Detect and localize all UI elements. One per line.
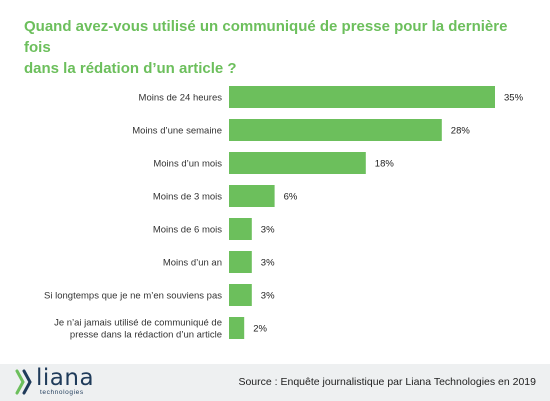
value-label: 2% bbox=[253, 324, 267, 335]
value-label: 35% bbox=[504, 93, 524, 104]
bar bbox=[229, 185, 275, 207]
bar bbox=[229, 251, 252, 273]
bar bbox=[229, 86, 495, 108]
category-label: Moins de 24 heures bbox=[139, 93, 223, 104]
source-note: Source : Enquête journalistique par Lian… bbox=[238, 376, 536, 388]
logo-subtext: technologies bbox=[40, 389, 84, 396]
bar bbox=[229, 284, 252, 306]
category-label: Si longtemps que je ne m’en souviens pas bbox=[44, 291, 222, 302]
value-label: 6% bbox=[284, 192, 298, 203]
liana-logo: liana technologies bbox=[14, 365, 95, 398]
category-label: Moins d’un mois bbox=[153, 159, 222, 170]
bar-chart: Moins de 24 heures 35% Moins d’une semaine… bbox=[44, 86, 524, 341]
liana-chevron-icon bbox=[15, 369, 32, 395]
category-label: Je n’ai jamais utilisé de communiqué de p… bbox=[54, 318, 222, 341]
value-label: 3% bbox=[261, 291, 275, 302]
category-label: Moins de 3 mois bbox=[153, 192, 222, 203]
chart-title: Quand avez-vous utilisé un communiqué de… bbox=[24, 18, 508, 77]
category-label: Moins d’un an bbox=[163, 258, 222, 269]
value-label: 3% bbox=[261, 258, 275, 269]
bar bbox=[229, 218, 252, 240]
logo-wordmark: liana bbox=[36, 365, 95, 391]
value-label: 28% bbox=[451, 126, 471, 137]
footer: liana technologies Source : Enquête jour… bbox=[0, 364, 550, 401]
bar bbox=[229, 119, 442, 141]
bar bbox=[229, 152, 366, 174]
value-label: 3% bbox=[261, 225, 275, 236]
category-label: Moins de 6 mois bbox=[153, 225, 222, 236]
value-label: 18% bbox=[375, 159, 395, 170]
category-label: Moins d’une semaine bbox=[132, 126, 222, 137]
bar bbox=[229, 317, 245, 339]
